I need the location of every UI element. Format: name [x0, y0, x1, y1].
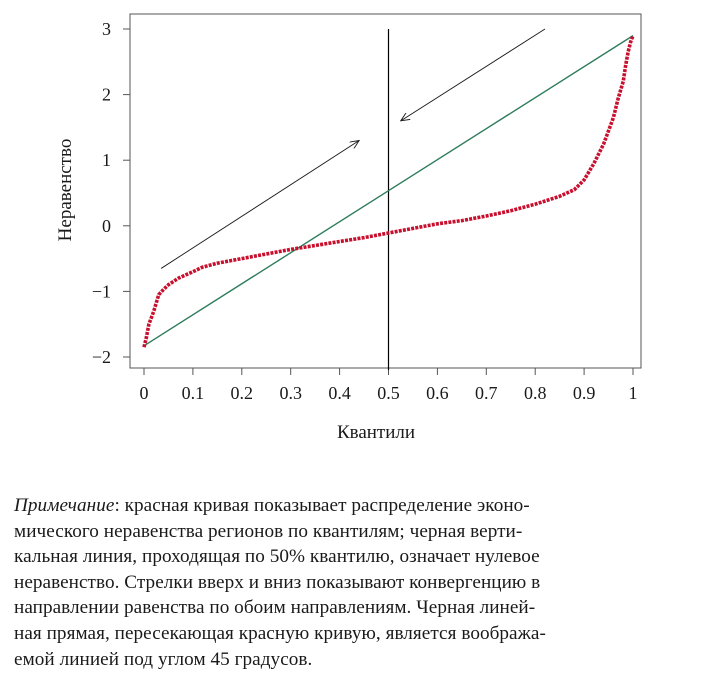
- plot-frame: [129, 13, 642, 369]
- note-line: ная прямая, пересекающая красную кривую,…: [14, 621, 692, 647]
- note-line-text: : красная кривая показывает распределени…: [114, 495, 530, 516]
- inequality-curve: [142, 34, 635, 348]
- x-tick-label: 0.6: [426, 383, 449, 403]
- note-line-text: ная прямая, пересекающая красную кривую,…: [14, 622, 546, 644]
- y-tick-label: 3: [102, 19, 111, 39]
- x-tick-label: 0.9: [573, 383, 596, 403]
- note-line: направлении равенства по обоим направлен…: [14, 595, 692, 621]
- note-line: мического неравенства регионов по кванти…: [14, 519, 692, 545]
- x-tick-label: 1: [629, 383, 638, 403]
- x-tick-label: 0.7: [475, 383, 498, 403]
- x-tick-label: 0.2: [231, 383, 254, 403]
- x-tick-label: 0.3: [279, 383, 302, 403]
- chart: −2 −1 0 1 2 3 0 0.1 0.2 0.3 0.4 0.5 0.6 0.7 0.8 0.9 1 К…: [55, 13, 642, 443]
- note-line-text: мического неравенства регионов по кванти…: [14, 520, 523, 542]
- note-line-text: неравенство. Стрелки вверх и вниз показы…: [14, 571, 541, 593]
- x-axis-ticks: 0 0.1 0.2 0.3 0.4 0.5 0.6 0.7 0.8 0.9 1: [140, 368, 638, 403]
- x-tick-label: 0: [140, 383, 149, 403]
- arrow-down: [401, 28, 546, 121]
- y-tick-label: 2: [102, 85, 111, 105]
- line-45-degrees: [143, 35, 634, 347]
- note-line-text: кальная линия, проходящая по 50% квантил…: [14, 546, 540, 568]
- y-axis-label: Неравенство: [55, 139, 76, 242]
- note-label: Примечание: [14, 495, 115, 516]
- y-tick-label: −1: [92, 281, 111, 301]
- note-line: Примечание: красная кривая показывает ра…: [14, 493, 692, 519]
- x-tick-label: 0.5: [377, 383, 400, 403]
- y-tick-label: 0: [102, 216, 111, 236]
- y-tick-label: −2: [92, 347, 111, 367]
- x-tick-label: 0.4: [328, 383, 351, 403]
- note-text: Примечание: красная кривая показывает ра…: [14, 493, 692, 672]
- note-line-text: направлении равенства по обоим направлен…: [14, 597, 536, 619]
- x-axis-label: Квантили: [337, 422, 415, 443]
- x-tick-label: 0.8: [524, 383, 547, 403]
- annotations: [160, 28, 546, 269]
- note-line-text: емой линией под углом 45 градусов.: [14, 648, 313, 670]
- y-axis-ticks: −2 −1 0 1 2 3: [92, 19, 130, 367]
- note-line: емой линией под углом 45 градусов.: [14, 647, 692, 673]
- note-line: неравенство. Стрелки вверх и вниз показы…: [14, 570, 692, 596]
- plot-lines: [142, 29, 635, 371]
- y-tick-label: 1: [102, 150, 111, 170]
- note-line: кальная линия, проходящая по 50% квантил…: [14, 544, 692, 570]
- x-tick-label: 0.1: [182, 383, 205, 403]
- arrow-up: [160, 141, 359, 269]
